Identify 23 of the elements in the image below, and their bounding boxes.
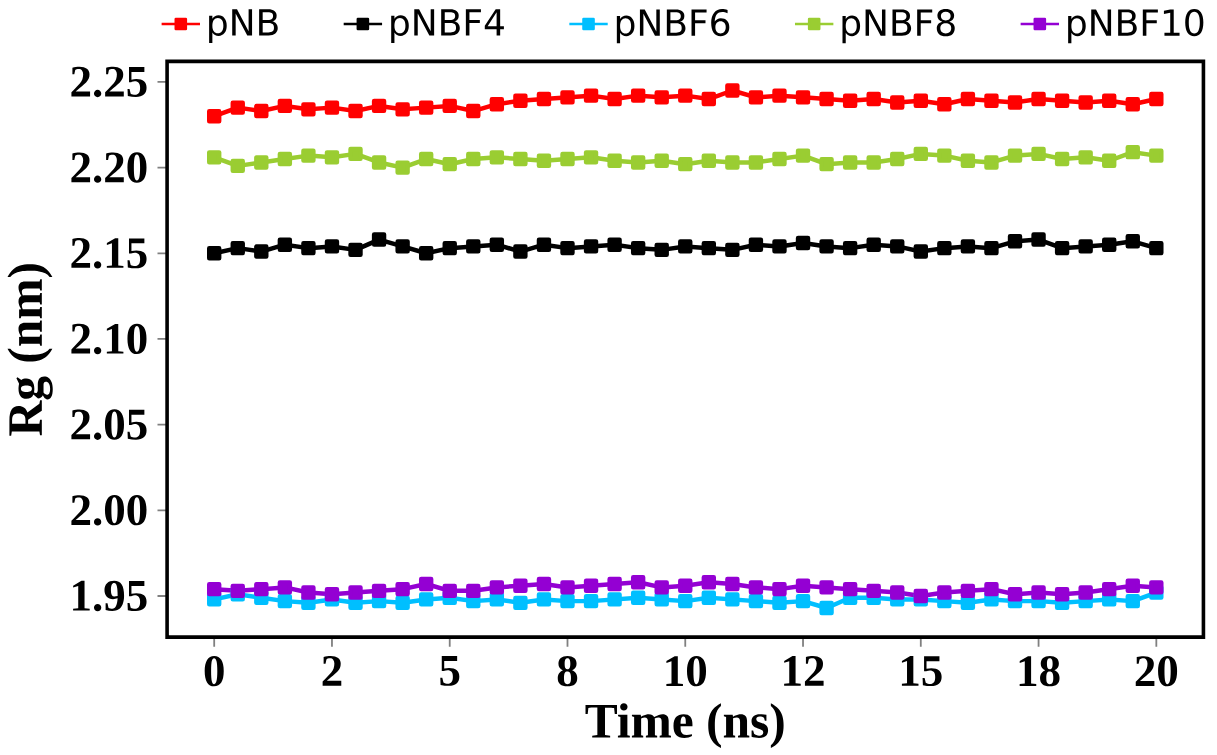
x-tick-label: 20 bbox=[1135, 655, 1178, 687]
y-tick-label: 2.00 bbox=[71, 494, 147, 526]
legend-label: pNB bbox=[209, 8, 278, 43]
y-tick-label: 2.10 bbox=[71, 323, 147, 354]
x-tick-label: 15 bbox=[901, 655, 942, 686]
y-tick-label: 2.25 bbox=[71, 66, 147, 97]
x-tick-label: 18 bbox=[1019, 655, 1060, 687]
legend-label: pNBF8 bbox=[842, 8, 955, 43]
y-tick-label: 2.20 bbox=[71, 152, 147, 183]
x-tick-label: 8 bbox=[557, 655, 578, 687]
x-axis-title: Time (ns) bbox=[585, 702, 784, 748]
y-axis-title: Rg (nm) bbox=[7, 263, 53, 436]
x-tick-label: 12 bbox=[784, 655, 824, 686]
y-tick-label: 2.05 bbox=[71, 409, 147, 440]
x-tick-label: 2 bbox=[322, 655, 342, 686]
y-tick-label: 1.95 bbox=[73, 580, 147, 611]
legend-label: pNBF6 bbox=[616, 8, 730, 43]
legend-label: pNBF10 bbox=[1068, 8, 1204, 43]
legend-label: pNBF4 bbox=[391, 8, 504, 43]
x-tick-label: 10 bbox=[666, 655, 707, 687]
x-tick-label: 0 bbox=[204, 655, 224, 687]
y-tick-label: 2.15 bbox=[71, 237, 147, 269]
x-tick-label: 5 bbox=[440, 655, 460, 686]
